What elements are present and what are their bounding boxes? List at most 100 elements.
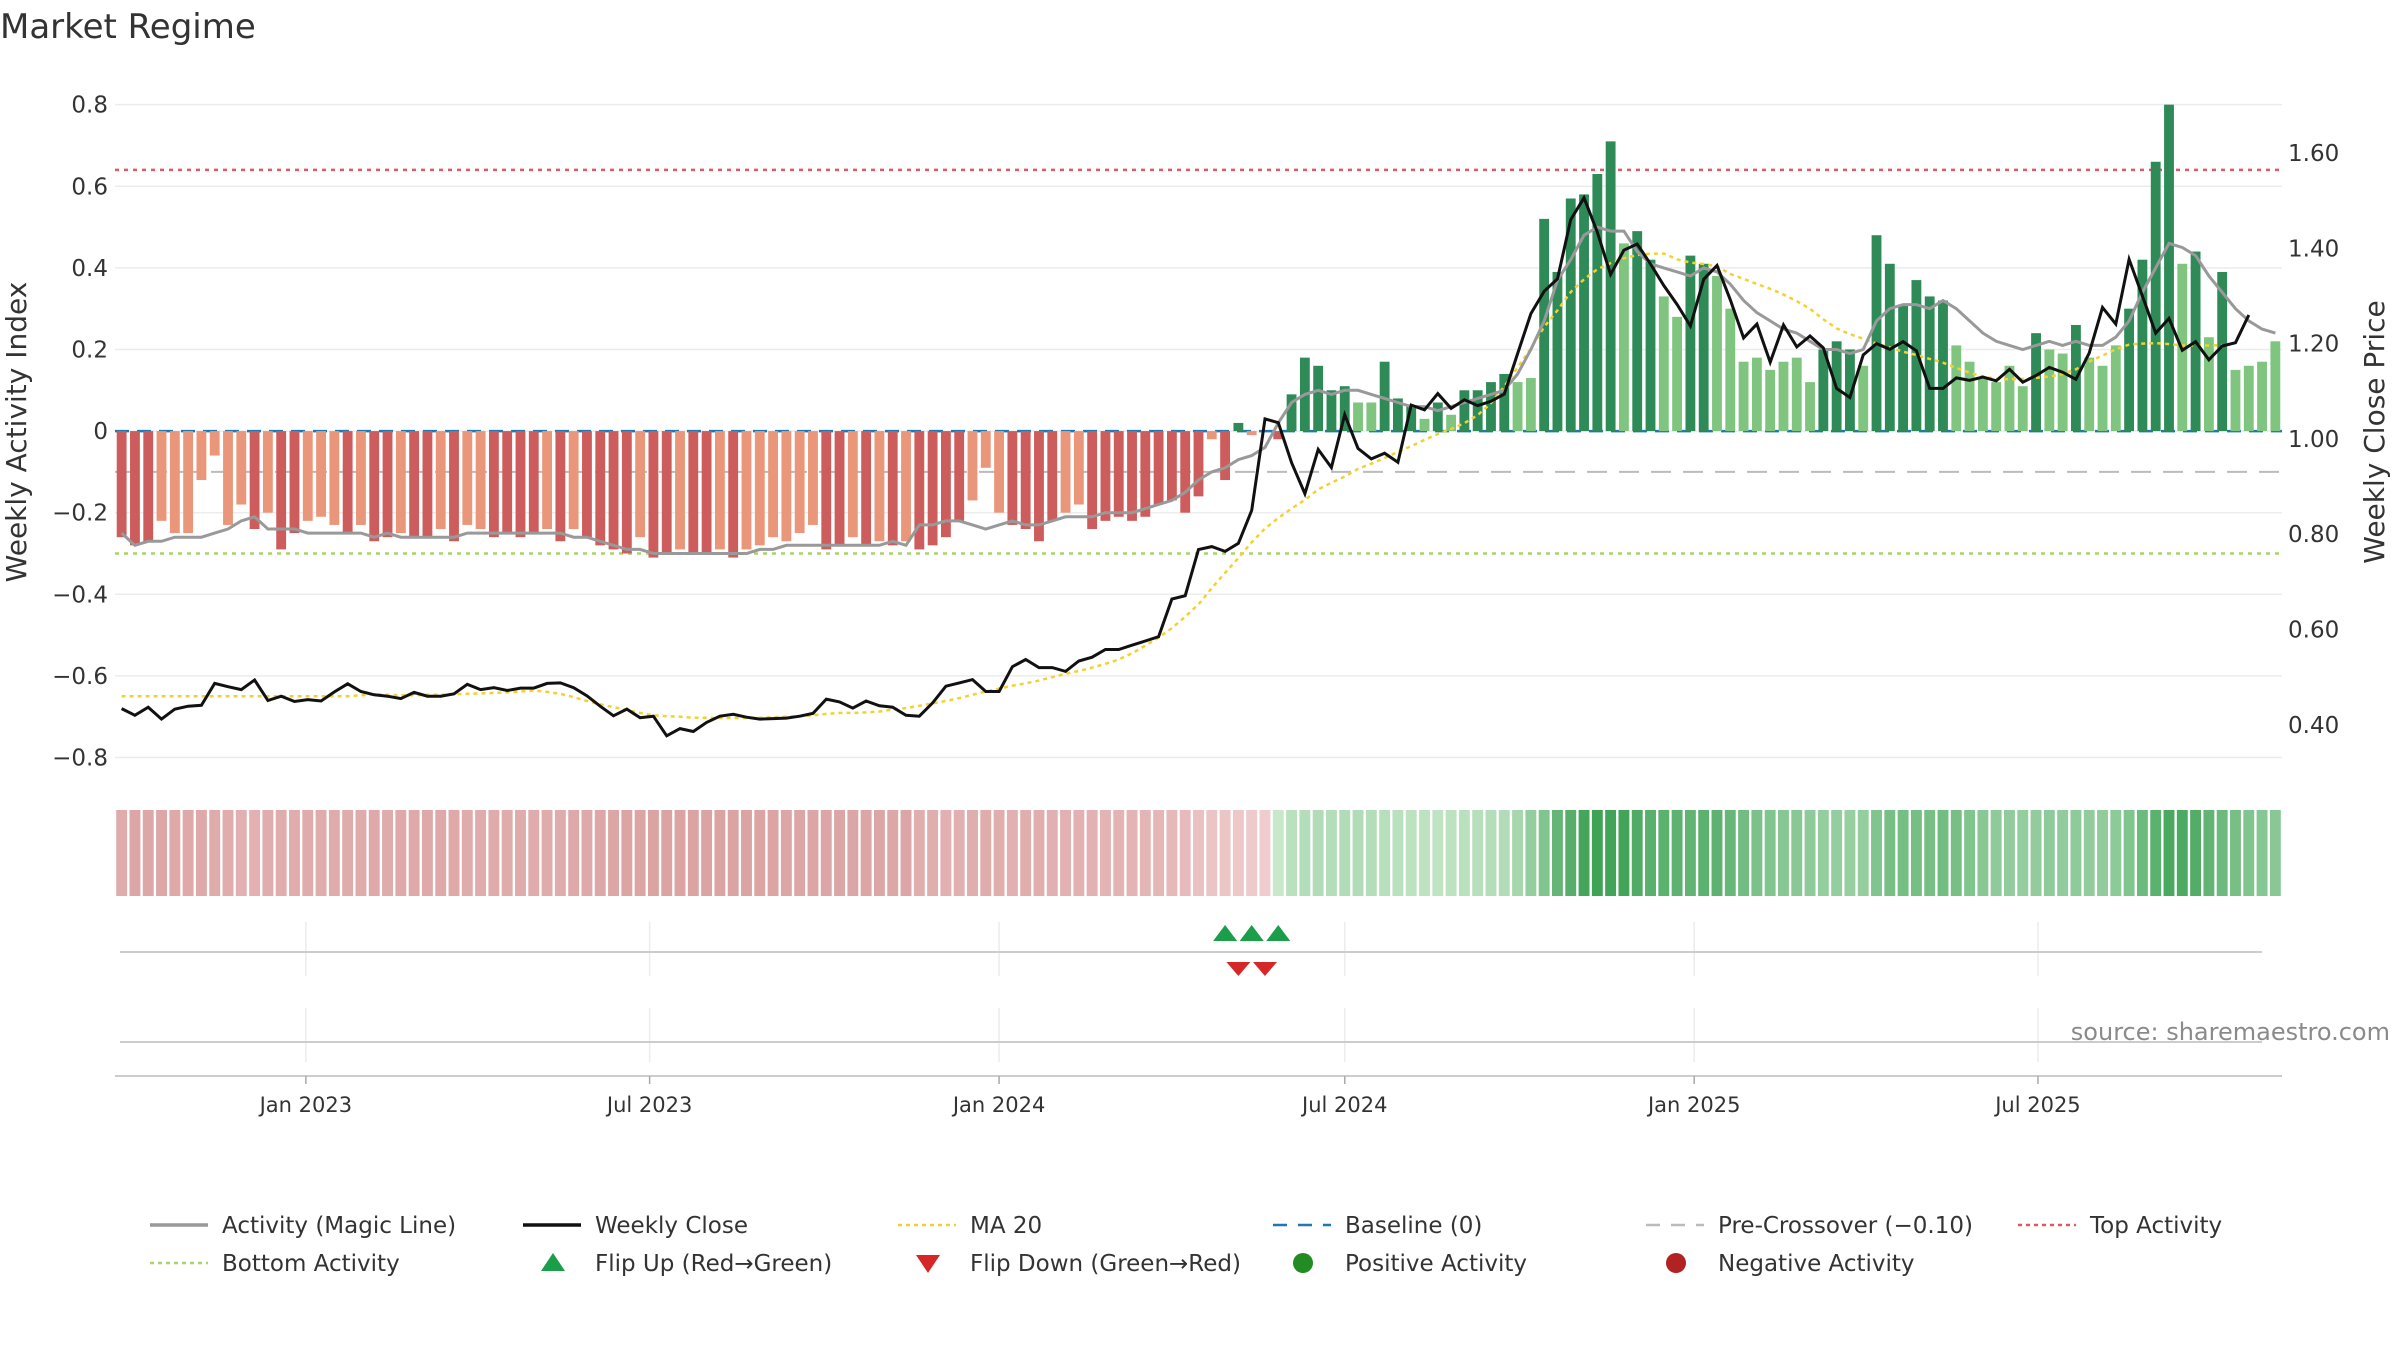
legend-label: Negative Activity bbox=[1718, 1251, 1915, 1277]
regime-cell bbox=[1139, 810, 1151, 896]
regime-cell bbox=[1419, 810, 1430, 896]
chart-title: Market Regime bbox=[0, 7, 256, 47]
regime-cell bbox=[195, 810, 207, 896]
regime-cell bbox=[262, 810, 274, 896]
activity-bar bbox=[502, 431, 513, 534]
left-tick-label: 0.6 bbox=[71, 174, 108, 200]
x-tick-label: Jul 2024 bbox=[1300, 1093, 1387, 1117]
activity-bar bbox=[582, 431, 592, 538]
activity-bar bbox=[2017, 386, 2028, 432]
activity-bar bbox=[1765, 369, 1776, 432]
regime-cell bbox=[368, 810, 380, 896]
activity-bar bbox=[169, 431, 180, 534]
regime-cell bbox=[1060, 810, 1072, 896]
activity-bar bbox=[369, 431, 380, 542]
activity-bar bbox=[608, 431, 619, 550]
regime-cell bbox=[169, 810, 181, 896]
activity-bar bbox=[2257, 361, 2267, 432]
activity-bar bbox=[1472, 390, 1483, 432]
activity-bar bbox=[1113, 431, 1124, 517]
regime-cell bbox=[1884, 810, 1896, 896]
regime-cell bbox=[129, 810, 141, 896]
legend-label: Flip Up (Red→Green) bbox=[595, 1251, 832, 1277]
activity-bar bbox=[209, 431, 220, 456]
regime-cell bbox=[342, 810, 354, 896]
activity-bar bbox=[276, 431, 287, 550]
legend-label: Positive Activity bbox=[1345, 1251, 1527, 1277]
activity-bar bbox=[2084, 357, 2095, 432]
activity-bar bbox=[887, 431, 898, 546]
activity-bar bbox=[555, 431, 566, 542]
activity-bar bbox=[1951, 345, 1962, 432]
regime-cell bbox=[501, 810, 513, 896]
activity-bar bbox=[1977, 378, 1988, 432]
regime-cell bbox=[355, 810, 367, 896]
regime-cell bbox=[1485, 810, 1497, 896]
regime-cell bbox=[1977, 810, 1989, 896]
activity-bar bbox=[1020, 431, 1031, 530]
left-tick-label: −0.2 bbox=[52, 501, 108, 527]
activity-bar bbox=[2243, 365, 2254, 432]
regime-cell bbox=[395, 810, 407, 896]
activity-bar bbox=[1127, 431, 1137, 521]
regime-cell bbox=[820, 810, 832, 896]
regime-cell bbox=[1764, 810, 1776, 896]
regime-cell bbox=[634, 810, 646, 896]
legend-item: MA 20 bbox=[898, 1213, 1042, 1239]
left-tick-label: 0.2 bbox=[71, 337, 108, 363]
activity-bar bbox=[449, 431, 459, 542]
legend-item: Bottom Activity bbox=[150, 1251, 400, 1277]
left-axis-title: Weekly Activity Index bbox=[0, 282, 33, 583]
activity-bar bbox=[183, 431, 194, 534]
activity-bar bbox=[1845, 349, 1855, 432]
activity-bar bbox=[901, 431, 911, 542]
regime-cell bbox=[554, 810, 566, 896]
regime-cell bbox=[2070, 810, 2082, 896]
activity-bar bbox=[1193, 431, 1204, 497]
legend-swatch bbox=[541, 1253, 565, 1271]
flip-up-marker bbox=[1213, 925, 1238, 941]
regime-cell bbox=[1671, 810, 1683, 896]
regime-cell bbox=[1831, 810, 1843, 896]
regime-cell bbox=[608, 810, 619, 896]
activity-bar bbox=[1565, 198, 1576, 432]
x-tick-label: Jan 2025 bbox=[1646, 1093, 1741, 1117]
regime-cell bbox=[1897, 810, 1909, 896]
regime-cell bbox=[1033, 810, 1045, 896]
regime-cell bbox=[1073, 810, 1085, 896]
activity-bar bbox=[874, 431, 885, 542]
regime-cell bbox=[913, 810, 925, 896]
regime-cell bbox=[249, 810, 261, 896]
regime-cell bbox=[156, 810, 167, 896]
left-tick-label: −0.4 bbox=[52, 582, 108, 608]
regime-cell bbox=[2004, 810, 2015, 896]
regime-cell bbox=[2043, 810, 2055, 896]
activity-bar bbox=[2044, 349, 2055, 432]
legend-label: Activity (Magic Line) bbox=[222, 1213, 456, 1239]
regime-cell bbox=[701, 810, 713, 896]
x-tick-label: Jul 2025 bbox=[1993, 1093, 2080, 1117]
regime-cell bbox=[1498, 810, 1510, 896]
activity-bar bbox=[289, 431, 300, 534]
activity-bar bbox=[1379, 361, 1390, 432]
magic-line bbox=[120, 225, 2276, 555]
regime-cell bbox=[887, 810, 899, 896]
regime-cell bbox=[1684, 810, 1696, 896]
activity-bar bbox=[1140, 431, 1151, 517]
activity-bar bbox=[302, 431, 313, 521]
regime-cell bbox=[2030, 810, 2042, 896]
regime-cell bbox=[1299, 810, 1311, 896]
regime-cell bbox=[1937, 810, 1949, 896]
x-tick-label: Jan 2023 bbox=[258, 1093, 353, 1117]
regime-cell bbox=[382, 810, 393, 896]
regime-cell bbox=[1804, 810, 1816, 896]
regime-cell bbox=[1286, 810, 1298, 896]
regime-cell bbox=[1086, 810, 1098, 896]
activity-bars bbox=[116, 104, 2281, 558]
activity-bar bbox=[1619, 243, 1629, 432]
activity-bar bbox=[1712, 276, 1722, 432]
right-tick-label: 1.60 bbox=[2288, 141, 2339, 167]
regime-cell bbox=[2083, 810, 2095, 896]
activity-bar bbox=[2150, 161, 2161, 432]
